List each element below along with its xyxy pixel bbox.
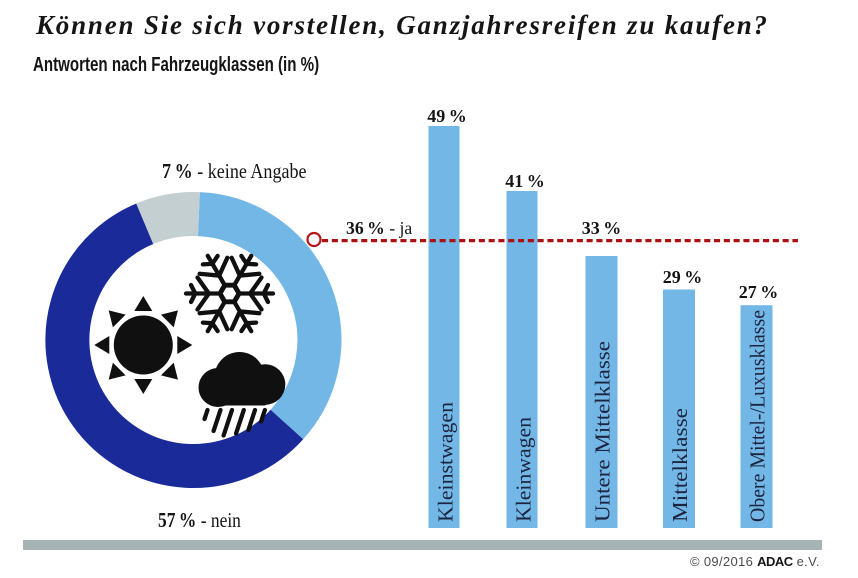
svg-text:Mittelklasse: Mittelklasse bbox=[668, 408, 692, 522]
svg-text:Kleinwagen: Kleinwagen bbox=[511, 416, 535, 522]
svg-text:Obere Mittel-/Luxusklasse: Obere Mittel-/Luxusklasse bbox=[746, 310, 770, 522]
svg-text:Untere Mittelklasse: Untere Mittelklasse bbox=[590, 341, 614, 522]
svg-text:Kleinstwagen: Kleinstwagen bbox=[434, 401, 458, 522]
